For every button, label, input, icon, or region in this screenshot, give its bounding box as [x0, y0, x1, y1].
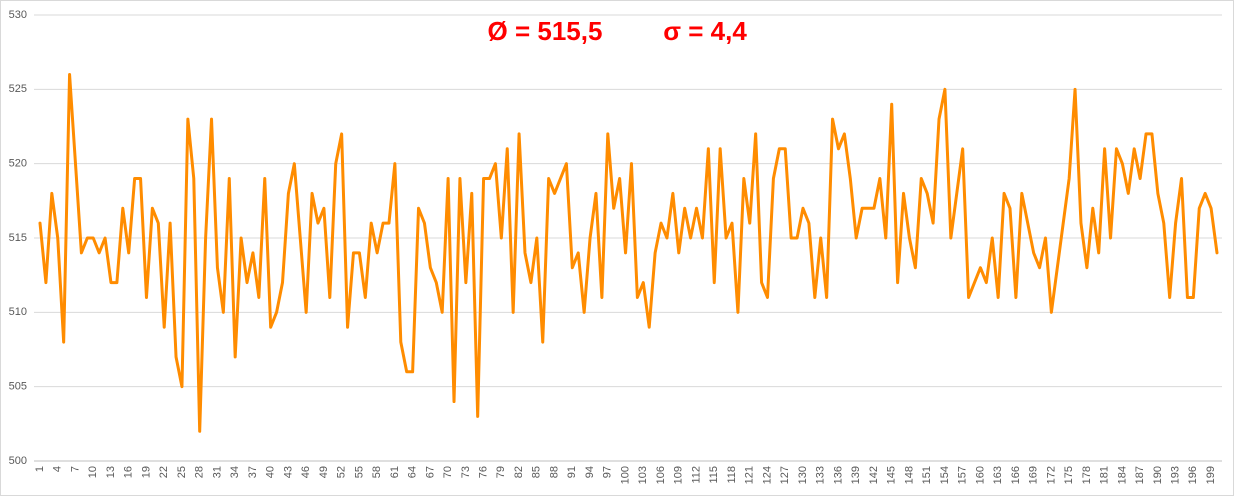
- x-tick-label: 109: [673, 466, 685, 484]
- x-tick-label: 172: [1045, 466, 1057, 484]
- x-tick-label: 169: [1028, 466, 1040, 484]
- plot: [38, 72, 1219, 433]
- x-tick-label: 55: [353, 466, 365, 478]
- x-tick-label: 130: [797, 466, 809, 484]
- x-tick-label: 22: [158, 466, 170, 478]
- x-tick-label: 151: [921, 466, 933, 484]
- x-tick-label: 10: [87, 466, 99, 478]
- x-tick-label: 139: [850, 466, 862, 484]
- x-tick-label: 145: [886, 466, 898, 484]
- x-tick-label: 97: [602, 466, 614, 478]
- x-tick-label: 175: [1063, 466, 1075, 484]
- x-tick-label: 94: [584, 466, 596, 478]
- x-tick-label: 187: [1134, 466, 1146, 484]
- x-tick-label: 4: [52, 466, 64, 472]
- annotation: σ = 4,4: [663, 16, 747, 46]
- x-tick-label: 100: [619, 466, 631, 484]
- y-tick-label: 525: [9, 83, 27, 95]
- x-tick-label: 133: [815, 466, 827, 484]
- x-tick-label: 136: [832, 466, 844, 484]
- x-tick-label: 7: [69, 466, 81, 472]
- x-tick-label: 82: [513, 466, 525, 478]
- x-tick-label: 160: [974, 466, 986, 484]
- x-tick-label: 166: [1010, 466, 1022, 484]
- x-tick-label: 196: [1187, 466, 1199, 484]
- x-tick-label: 157: [957, 466, 969, 484]
- x-tick-label: 118: [726, 466, 738, 484]
- x-tick-label: 121: [744, 466, 756, 484]
- data-line: [38, 72, 1219, 433]
- x-tick-label: 43: [282, 466, 294, 478]
- x-tick-label: 52: [336, 466, 348, 478]
- x-tick-label: 46: [300, 466, 312, 478]
- x-tick-label: 13: [105, 466, 117, 478]
- x-tick-label: 154: [939, 466, 951, 484]
- x-tick-label: 40: [265, 466, 277, 478]
- x-tick-label: 106: [655, 466, 667, 484]
- y-tick-label: 500: [9, 455, 27, 467]
- y-tick-label: 530: [9, 9, 27, 21]
- x-tick-label: 19: [140, 466, 152, 478]
- x-tick-label: 163: [992, 466, 1004, 484]
- x-tick-label: 79: [495, 466, 507, 478]
- x-tick-label: 127: [779, 466, 791, 484]
- x-tick-label: 142: [868, 466, 880, 484]
- x-tick-label: 112: [690, 466, 702, 484]
- x-axis: 1 4 7 10 13 16 19 22 25 28 31 34 37 40 43 46 49 52 55 58 61 6…: [34, 466, 1217, 484]
- x-tick-label: 76: [477, 466, 489, 478]
- x-tick-label: 31: [211, 466, 223, 478]
- x-tick-label: 199: [1205, 466, 1217, 484]
- x-tick-label: 16: [123, 466, 135, 478]
- x-tick-label: 34: [229, 466, 241, 478]
- x-tick-label: 148: [903, 466, 915, 484]
- x-tick-label: 49: [318, 466, 330, 478]
- x-tick-label: 124: [761, 466, 773, 484]
- x-tick-label: 85: [531, 466, 543, 478]
- x-tick-label: 1: [34, 466, 46, 472]
- x-tick-label: 178: [1081, 466, 1093, 484]
- y-tick-label: 510: [9, 306, 27, 318]
- x-tick-label: 91: [566, 466, 578, 478]
- x-tick-label: 115: [708, 466, 720, 484]
- x-tick-label: 58: [371, 466, 383, 478]
- x-tick-label: 70: [442, 466, 454, 478]
- x-tick-label: 193: [1170, 466, 1182, 484]
- y-tick-label: 520: [9, 158, 27, 170]
- x-tick-label: 64: [407, 466, 419, 478]
- x-tick-label: 28: [194, 466, 206, 478]
- x-tick-label: 103: [637, 466, 649, 484]
- y-tick-label: 505: [9, 381, 27, 393]
- x-tick-label: 181: [1099, 466, 1111, 484]
- x-tick-label: 184: [1116, 466, 1128, 484]
- x-tick-label: 61: [389, 466, 401, 478]
- x-tick-label: 37: [247, 466, 259, 478]
- x-tick-label: 73: [460, 466, 472, 478]
- y-tick-label: 515: [9, 232, 27, 244]
- annotation: Ø = 515,5: [488, 16, 603, 46]
- x-tick-label: 25: [176, 466, 188, 478]
- x-tick-label: 190: [1152, 466, 1164, 484]
- x-tick-label: 88: [548, 466, 560, 478]
- x-tick-label: 67: [424, 466, 436, 478]
